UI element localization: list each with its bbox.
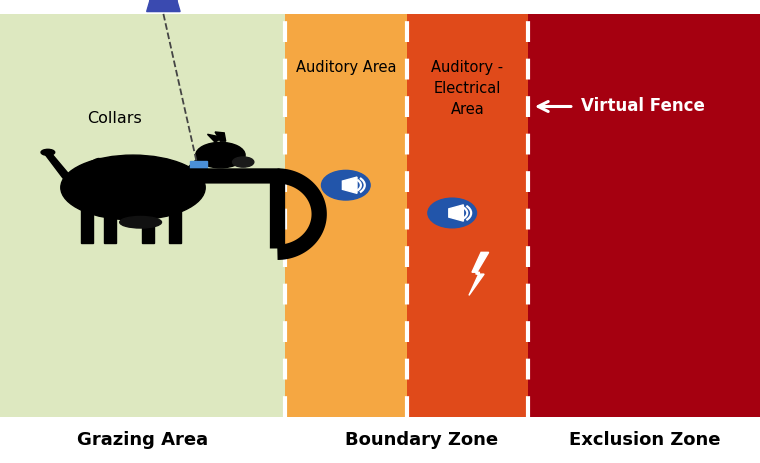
- Circle shape: [321, 170, 370, 200]
- Bar: [190, 161, 207, 171]
- Ellipse shape: [61, 155, 205, 220]
- Text: Exclusion Zone: Exclusion Zone: [568, 431, 720, 449]
- Polygon shape: [186, 155, 213, 174]
- Ellipse shape: [41, 150, 55, 156]
- Bar: [407, 14, 528, 417]
- Text: Boundary Zone: Boundary Zone: [345, 431, 499, 449]
- Polygon shape: [343, 177, 357, 194]
- Text: Auditory Area: Auditory Area: [296, 60, 396, 75]
- Bar: [142, 208, 154, 243]
- Bar: [104, 208, 116, 243]
- Bar: [81, 208, 93, 243]
- Bar: [0, 14, 285, 417]
- Ellipse shape: [233, 157, 254, 167]
- Bar: [285, 14, 407, 417]
- Ellipse shape: [119, 217, 161, 228]
- Polygon shape: [449, 205, 464, 221]
- Polygon shape: [207, 134, 223, 142]
- Text: Auditory -
Electrical
Area: Auditory - Electrical Area: [432, 60, 503, 117]
- Polygon shape: [46, 153, 68, 178]
- Polygon shape: [215, 132, 226, 141]
- Circle shape: [428, 198, 477, 228]
- Text: Grazing Area: Grazing Area: [78, 431, 208, 449]
- Bar: [528, 14, 760, 417]
- Polygon shape: [147, 0, 180, 12]
- Text: Virtual Fence: Virtual Fence: [581, 98, 705, 115]
- Bar: [169, 208, 181, 243]
- Text: Collars: Collars: [87, 111, 142, 125]
- Ellipse shape: [196, 143, 245, 168]
- Polygon shape: [469, 252, 489, 295]
